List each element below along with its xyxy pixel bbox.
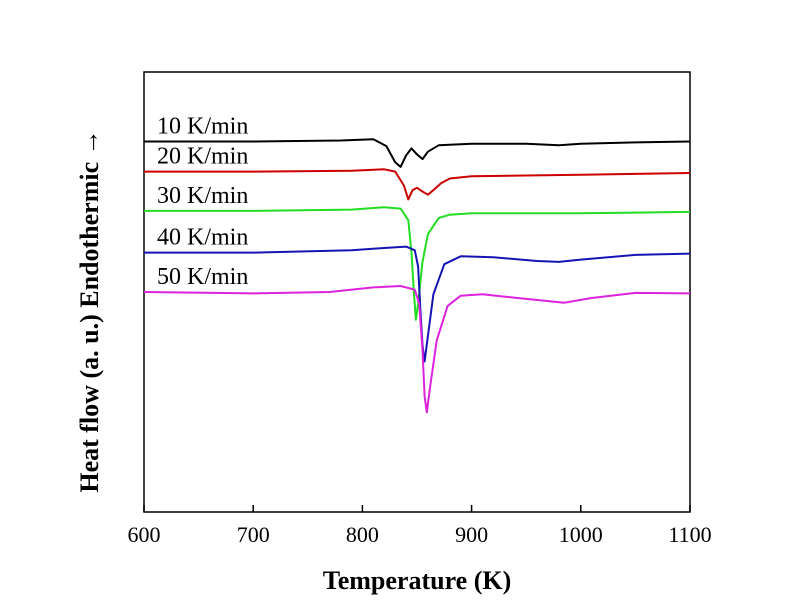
x-axis-title: Temperature (K) <box>323 566 511 595</box>
x-tick-label-1100: 1100 <box>668 522 711 547</box>
x-tick-labels: 600 700 800 900 1000 1100 <box>128 522 712 547</box>
series-line-40-k-min <box>144 245 691 363</box>
series-line-20-k-min <box>144 168 691 201</box>
series-lines <box>143 138 691 414</box>
series-label-40-k-min: 40 K/min <box>157 225 248 251</box>
series-line-30-k-min <box>144 206 691 321</box>
series-labels: 10 K/min 20 K/min 30 K/min 40 K/min 50 K/min <box>157 114 248 291</box>
series-label-10-k-min: 10 K/min <box>157 114 248 140</box>
series-label-50-k-min: 50 K/min <box>157 264 248 290</box>
y-axis-title: Heat flow (a. u.) Endothermic → <box>75 129 104 492</box>
x-tick-label-700: 700 <box>237 522 270 547</box>
x-ticks <box>143 505 691 512</box>
series-label-20-k-min: 20 K/min <box>157 144 248 170</box>
x-tick-label-1000: 1000 <box>559 522 603 547</box>
series-line-50-k-min <box>143 285 691 414</box>
x-tick-label-900: 900 <box>455 522 488 547</box>
series-line-10-k-min <box>144 138 691 168</box>
x-tick-label-600: 600 <box>128 522 161 547</box>
series-label-30-k-min: 30 K/min <box>157 183 248 209</box>
x-tick-label-800: 800 <box>346 522 379 547</box>
